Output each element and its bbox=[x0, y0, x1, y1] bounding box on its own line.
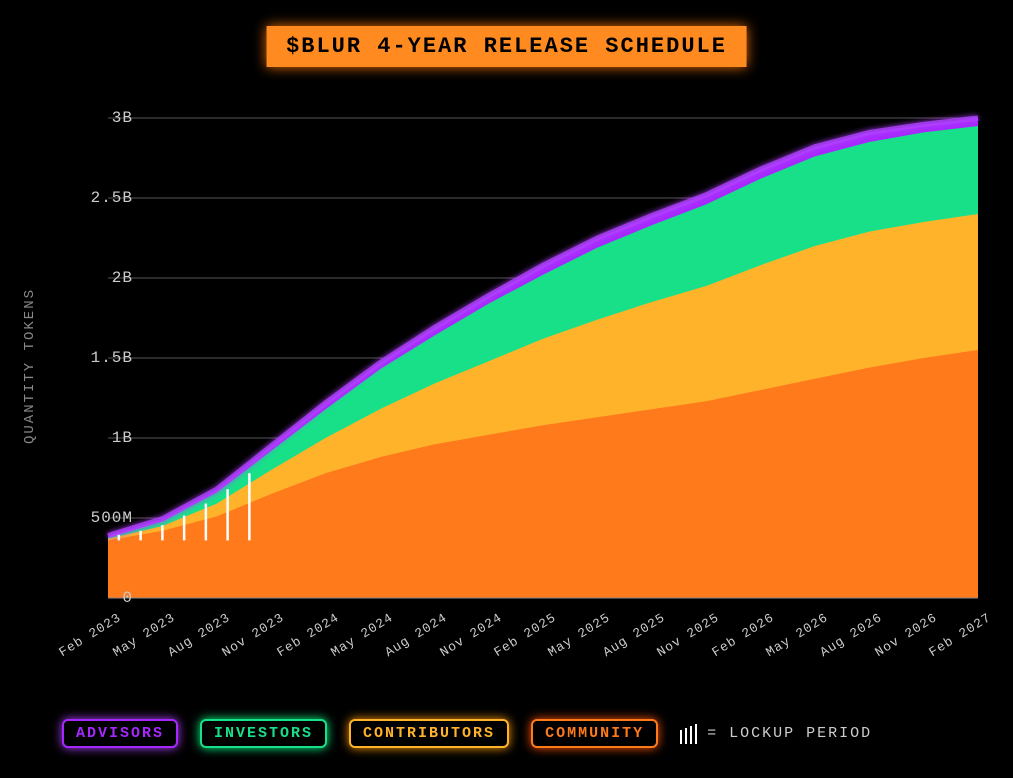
y-tick: 1.5B bbox=[73, 349, 133, 367]
y-tick: 3B bbox=[73, 109, 133, 127]
legend-contributors: CONTRIBUTORS bbox=[349, 719, 509, 748]
y-tick: 2B bbox=[73, 269, 133, 287]
chart-title: $BLUR 4-YEAR RELEASE SCHEDULE bbox=[266, 26, 747, 67]
y-tick: 0 bbox=[73, 589, 133, 607]
legend-lockup: = LOCKUP PERIOD bbox=[680, 724, 872, 744]
legend-community: COMMUNITY bbox=[531, 719, 658, 748]
y-tick: 500M bbox=[73, 509, 133, 527]
area-chart-svg bbox=[108, 118, 978, 598]
lockup-label: = LOCKUP PERIOD bbox=[707, 725, 872, 742]
chart-area bbox=[108, 118, 978, 598]
y-axis-label: QUANTITY TOKENS bbox=[22, 288, 38, 444]
legend: ADVISORS INVESTORS CONTRIBUTORS COMMUNIT… bbox=[62, 719, 872, 748]
y-tick: 2.5B bbox=[73, 189, 133, 207]
lockup-bars-icon bbox=[680, 724, 697, 744]
y-tick: 1B bbox=[73, 429, 133, 447]
legend-investors: INVESTORS bbox=[200, 719, 327, 748]
legend-advisors: ADVISORS bbox=[62, 719, 178, 748]
